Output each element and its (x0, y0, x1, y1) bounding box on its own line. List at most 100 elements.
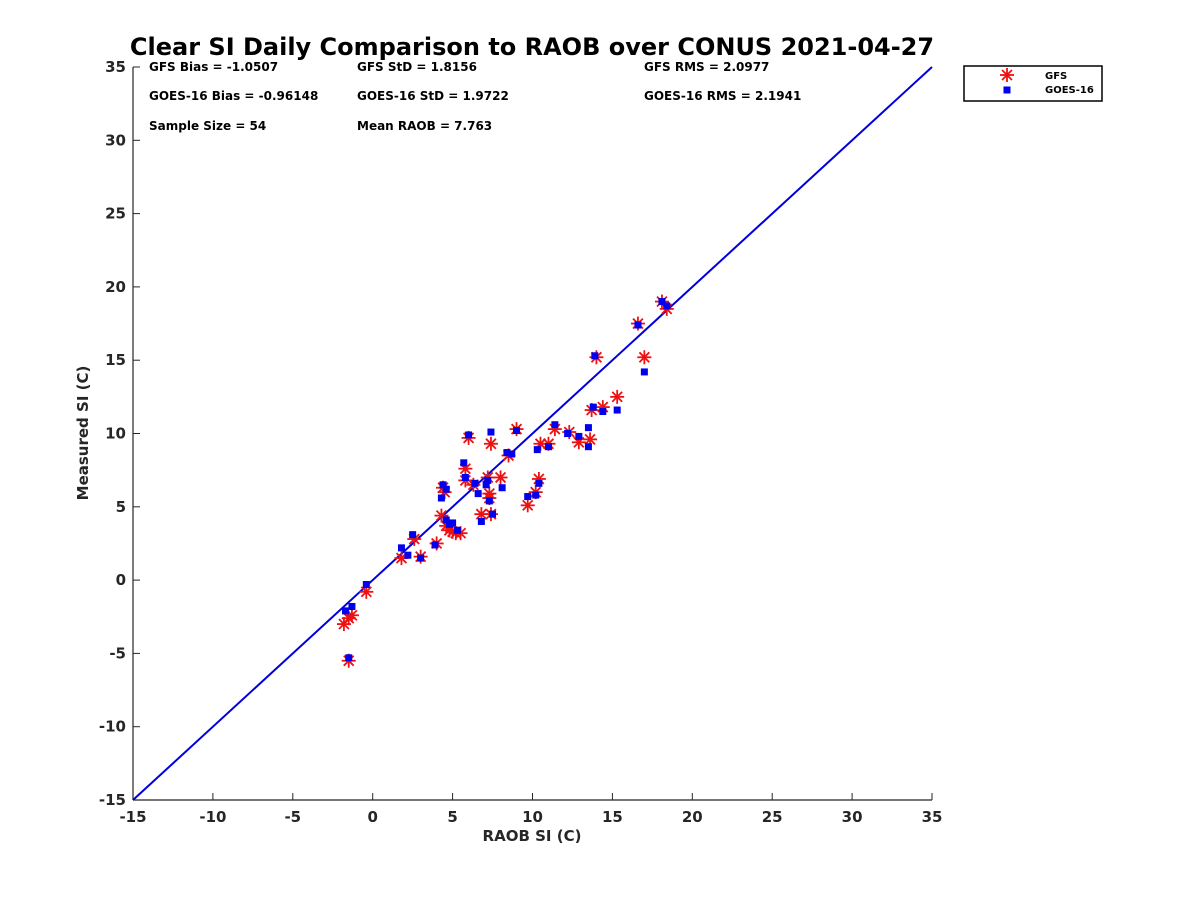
goes16-point (482, 481, 490, 489)
y-tick-label: 0 (116, 571, 126, 589)
goes16-point (485, 497, 493, 505)
goes16-point (487, 428, 495, 436)
x-tick-label: -5 (284, 808, 301, 826)
y-tick-label: 5 (116, 498, 126, 516)
statistics-block: GFS Bias = -1.0507 GFS StD = 1.8156 GFS RM… (149, 60, 801, 133)
legend-gfs-marker (1000, 68, 1014, 82)
goes16-point (417, 554, 425, 562)
goes16-point (498, 484, 506, 492)
goes16-point (513, 427, 521, 435)
goes16-point (640, 368, 648, 376)
legend: GFS GOES-16 (963, 65, 1103, 102)
goes16-point (442, 485, 450, 493)
goes16-series (342, 298, 671, 662)
goes16-point (533, 446, 541, 454)
goes16-point (634, 321, 642, 329)
gfs-point (359, 584, 374, 599)
goes16-point (584, 443, 592, 451)
y-tick-label: 10 (105, 425, 126, 443)
legend-gfs-asterisk (1000, 68, 1014, 82)
x-tick-label: 30 (842, 808, 863, 826)
x-tick-label: 10 (522, 808, 543, 826)
goes16-point (663, 302, 671, 310)
goes16-point (584, 424, 592, 432)
x-tick-label: 20 (682, 808, 703, 826)
goes16-point (409, 531, 417, 539)
goes16-point (544, 443, 552, 451)
one-to-one-reference-line (132, 66, 933, 801)
goes16-point (532, 491, 540, 499)
goes16-point (535, 479, 543, 487)
y-axis-label: Measured SI (C) (74, 366, 92, 501)
y-axis-ticks: -15 -10 -5 0 5 10 15 20 25 30 35 (99, 58, 140, 809)
goes16-point (489, 510, 497, 518)
x-tick-label: 5 (447, 808, 457, 826)
gfs-point (483, 436, 498, 451)
x-tick-label: 0 (367, 808, 377, 826)
legend-gfs-label: GFS (1045, 71, 1067, 82)
stat-text: GFS StD = 1.8156 (357, 60, 477, 74)
stat-text: GOES-16 RMS = 2.1941 (644, 89, 801, 103)
x-tick-label: 15 (602, 808, 623, 826)
goes16-point (439, 481, 447, 489)
goes16-point (362, 580, 370, 588)
x-tick-label: 35 (922, 808, 943, 826)
goes16-point (442, 516, 450, 524)
goes16-point (503, 449, 511, 457)
goes16-point (477, 517, 485, 525)
x-axis-ticks: -15 -10 -5 0 5 10 15 20 25 30 35 (119, 793, 942, 826)
goes16-point (564, 430, 572, 437)
goes16-point (404, 551, 412, 559)
x-tick-label: -15 (119, 808, 146, 826)
goes16-point (449, 519, 457, 527)
goes16-point (471, 479, 479, 487)
gfs-point (344, 608, 359, 623)
x-axis-label: RAOB SI (C) (483, 827, 582, 845)
y-tick-label: 30 (105, 131, 126, 149)
goes16-point (397, 544, 405, 552)
stat-text: Mean RAOB = 7.763 (357, 119, 492, 133)
goes16-point (613, 406, 621, 414)
goes16-point (658, 298, 666, 306)
goes16-point (348, 602, 356, 610)
gfs-point (637, 350, 652, 365)
goes16-point (465, 431, 473, 439)
goes16-point (591, 352, 599, 360)
goes16-point (599, 408, 607, 416)
stat-text: GOES-16 Bias = -0.96148 (149, 89, 318, 103)
x-tick-label: -10 (199, 808, 226, 826)
y-tick-label: 15 (105, 351, 126, 369)
goes16-point (437, 494, 445, 502)
goes16-point (524, 493, 532, 501)
stat-text: GFS Bias = -1.0507 (149, 60, 278, 74)
y-tick-label: 20 (105, 278, 126, 296)
goes16-point (474, 490, 482, 498)
y-tick-label: 35 (105, 58, 126, 76)
goes16-point (551, 421, 559, 429)
y-tick-label: 25 (105, 205, 126, 223)
legend-box (963, 65, 1103, 102)
goes16-point (460, 459, 468, 467)
y-tick-label: -15 (99, 791, 126, 809)
legend-goes16-square (1003, 86, 1011, 94)
gfs-point (520, 498, 535, 513)
stat-text: Sample Size = 54 (149, 119, 266, 133)
y-tick-label: -10 (99, 718, 126, 736)
goes16-point (342, 607, 350, 615)
legend-goes16-label: GOES-16 (1045, 85, 1094, 96)
gfs-point (493, 470, 508, 485)
chart-title: Clear SI Daily Comparison to RAOB over C… (130, 33, 934, 61)
goes16-point (453, 526, 461, 534)
y-tick-label: -5 (109, 644, 126, 662)
x-tick-label: 25 (762, 808, 783, 826)
stat-text: GOES-16 StD = 1.9722 (357, 89, 509, 103)
goes16-point (461, 473, 469, 481)
goes16-point (575, 432, 583, 440)
goes16-point (589, 403, 597, 411)
goes16-point (431, 541, 439, 549)
goes16-point (508, 450, 516, 458)
goes16-point (345, 654, 353, 662)
stat-text: GFS RMS = 2.0977 (644, 60, 769, 74)
